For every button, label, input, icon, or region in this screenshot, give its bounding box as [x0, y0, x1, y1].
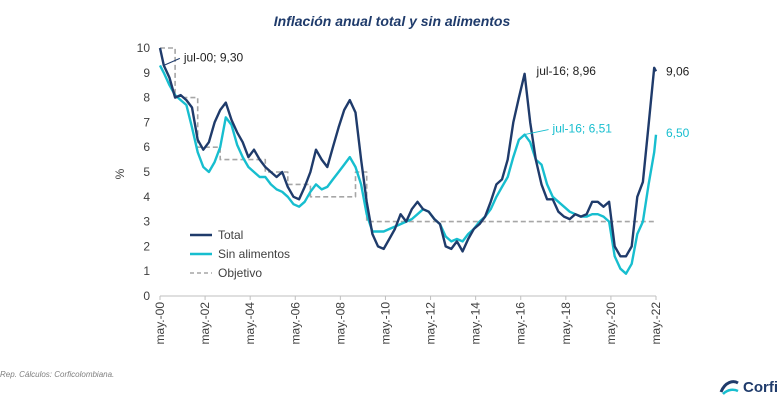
y-tick-label: 1: [143, 264, 150, 278]
x-tick-label: may.-12: [424, 302, 438, 345]
source-note: Rep. Cálculos: Corficolombiana.: [0, 370, 115, 379]
chart-title: Inflación anual total y sin alimentos: [274, 13, 511, 29]
legend-label: Total: [218, 228, 243, 242]
brand-logo: Corfi: [718, 374, 778, 400]
annotations: jul-00; 9,30 jul-16; 8,96 jul-16; 6,51 9,06…: [163, 50, 690, 140]
y-tick-label: 3: [143, 215, 150, 229]
legend-label: Sin alimentos: [218, 247, 290, 261]
annotation-label: jul-00; 9,30: [183, 50, 244, 64]
x-tick-label: may.-20: [604, 302, 618, 345]
y-axis-ticks: 0 1 2 3 4 5 6 7 8 9 10: [137, 41, 151, 303]
x-tick-label: may.-16: [514, 302, 528, 345]
annotation-label: jul-16; 6,51: [552, 122, 613, 136]
corfi-logo-icon: [719, 380, 739, 395]
legend: Total Sin alimentos Objetivo: [190, 228, 290, 280]
brand-name: Corfi: [743, 378, 778, 396]
series-line-sin-alimentos: [158, 64, 658, 275]
series-lines: [158, 47, 658, 275]
y-tick-label: 2: [143, 239, 150, 253]
x-tick-label: may.-22: [649, 302, 663, 345]
x-axis-ticks: may.-00 may.-02 may.-04 may.-06 may.-08 may.-…: [153, 296, 663, 344]
legend-label: Objetivo: [218, 266, 262, 280]
x-tick-label: may.-08: [333, 302, 347, 345]
y-tick-label: 0: [143, 289, 150, 303]
y-tick-label: 6: [143, 140, 150, 154]
x-tick-label: may.-02: [198, 302, 212, 345]
y-tick-label: 10: [137, 41, 151, 55]
annotation-leader: [163, 57, 181, 66]
x-tick-label: may.-10: [378, 302, 392, 345]
y-tick-label: 9: [143, 66, 150, 80]
x-tick-label: may.-14: [469, 302, 483, 345]
annotation-label: 6,50: [666, 126, 690, 140]
y-tick-label: 5: [143, 165, 150, 179]
y-tick-label: 4: [143, 190, 150, 204]
x-tick-label: may.-06: [288, 302, 302, 345]
annotation-leader: [524, 129, 549, 136]
annotation-label: 9,06: [666, 64, 690, 78]
annotation-label: jul-16; 8,96: [536, 64, 597, 78]
x-tick-label: may.-18: [559, 302, 573, 345]
x-tick-label: may.-00: [153, 302, 167, 345]
x-tick-label: may.-04: [243, 302, 257, 345]
y-tick-label: 7: [143, 115, 150, 129]
series-line-total: [158, 47, 658, 258]
y-axis-label: %: [113, 168, 127, 179]
y-tick-label: 8: [143, 91, 150, 105]
series-line-objetivo: [160, 47, 656, 223]
